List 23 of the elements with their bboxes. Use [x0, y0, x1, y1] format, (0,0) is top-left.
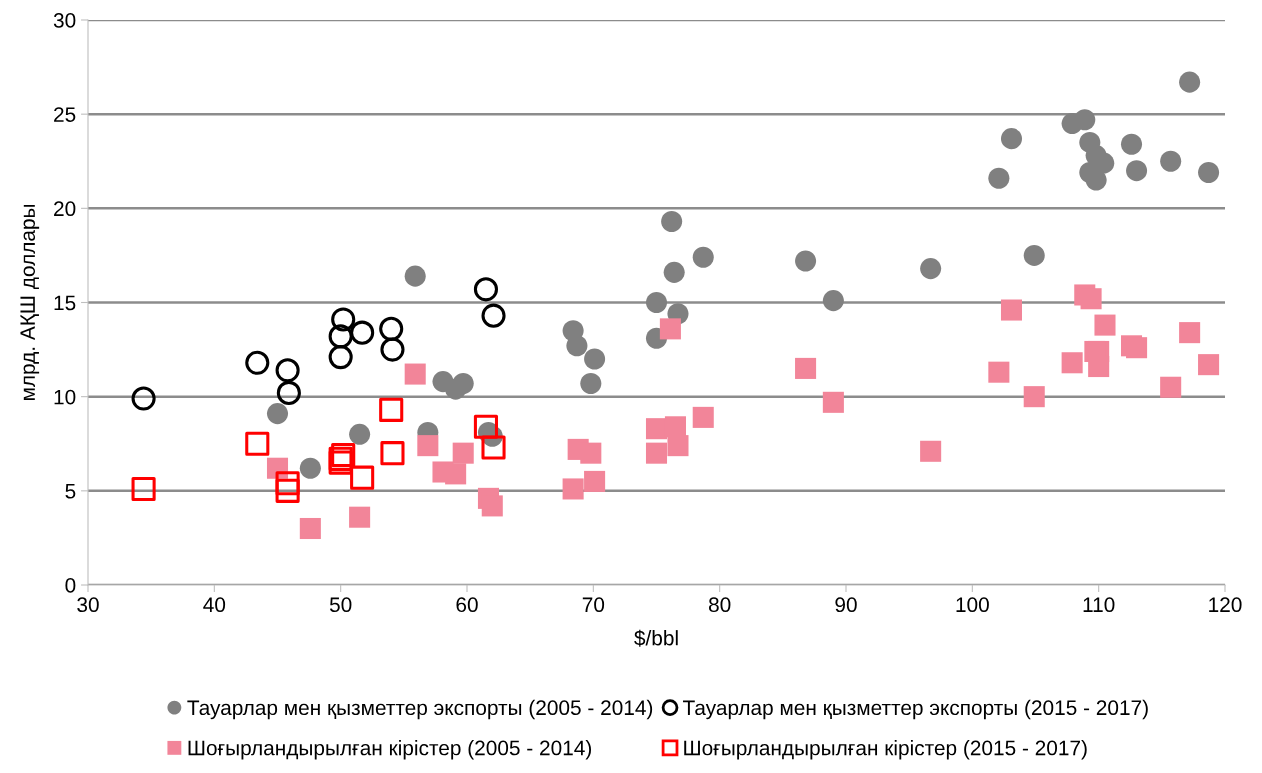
x-axis-title: $/bbl: [634, 629, 678, 647]
x-tick-label: 100: [956, 597, 989, 613]
legend-label: Шоғырландырылған кірістер (2015 - 2017): [684, 740, 1087, 760]
y-tick-label: 25: [54, 107, 76, 122]
x-tick-label: 40: [203, 597, 226, 613]
y-tick-label: 15: [54, 295, 76, 311]
x-tick-label: 70: [582, 597, 605, 613]
y-tick-label: 20: [54, 201, 76, 217]
x-tick-label: 60: [456, 597, 478, 613]
legend-label: Тауарлар мен қызметтер экспорты (2005 - 2014): [187, 699, 653, 720]
x-tick-label: 120: [1209, 597, 1242, 613]
legend-label: Шоғырландырылған кірістер (2005 - 2014): [188, 740, 592, 760]
x-tick-label: 110: [1083, 597, 1115, 613]
y-axis-title: млрд. АҚШ доллары: [20, 204, 40, 401]
x-tick-label: 90: [835, 597, 857, 613]
x-tick-label: 50: [329, 597, 352, 613]
legend-label: Тауарлар мен қызметтер экспорты (2015 - 2017): [683, 699, 1148, 720]
y-tick-label: 0: [65, 578, 76, 593]
x-tick-label: 80: [708, 597, 731, 613]
y-tick-label: 10: [54, 389, 76, 405]
y-tick-label: 5: [65, 484, 76, 499]
x-tick-label: 30: [77, 597, 99, 613]
y-tick-label: 30: [53, 13, 76, 28]
